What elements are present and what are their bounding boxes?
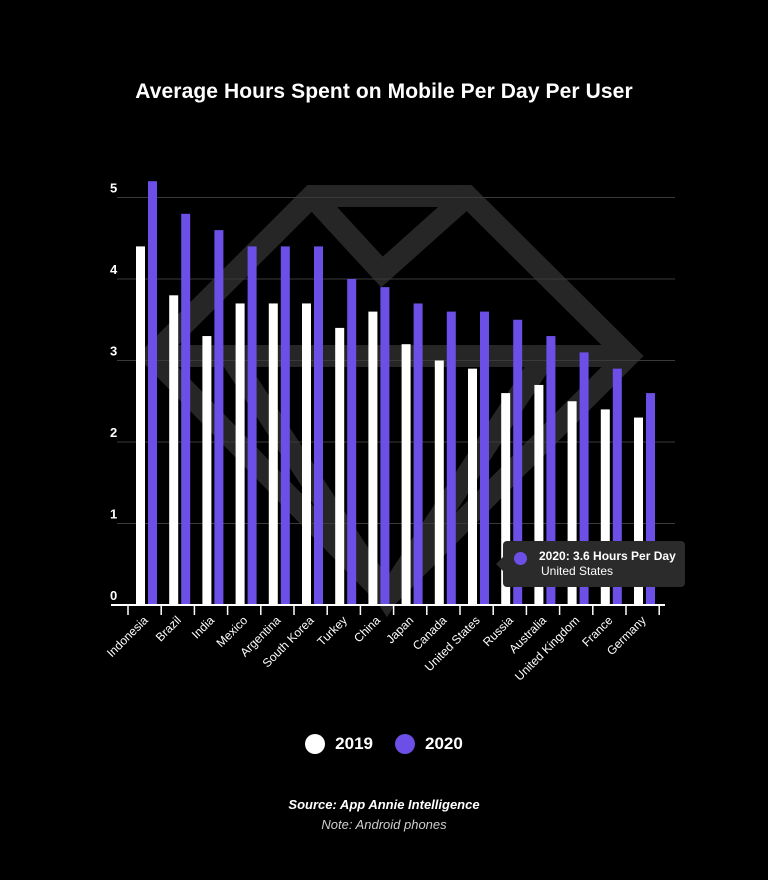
legend-item-2020[interactable]: 2020 bbox=[395, 734, 463, 754]
bar-2020-mexico[interactable] bbox=[247, 246, 257, 605]
legend-dot-2020 bbox=[395, 734, 415, 754]
y-tick-label-2: 2 bbox=[110, 425, 117, 440]
chart-title: Average Hours Spent on Mobile Per Day Pe… bbox=[135, 80, 633, 103]
bar-2020-united-states[interactable] bbox=[480, 311, 489, 605]
bar-2019-united-kingdom[interactable] bbox=[567, 401, 577, 605]
x-tick-label-china: China bbox=[351, 613, 383, 645]
legend-label-2020: 2020 bbox=[425, 734, 463, 753]
x-tick-label-brazil: Brazil bbox=[153, 613, 184, 644]
bar-2019-mexico[interactable] bbox=[235, 303, 245, 605]
bar-2019-argentina[interactable] bbox=[268, 303, 278, 605]
bar-2019-united-states[interactable] bbox=[468, 368, 477, 605]
tooltip-series-dot bbox=[514, 552, 527, 565]
bar-2020-turkey[interactable] bbox=[347, 279, 357, 605]
bar-2019-japan[interactable] bbox=[401, 344, 411, 605]
bar-2019-china[interactable] bbox=[368, 311, 378, 605]
bar-2020-australia[interactable] bbox=[546, 336, 556, 605]
bar-2020-france[interactable] bbox=[612, 368, 622, 605]
bar-2019-australia[interactable] bbox=[534, 384, 544, 605]
y-tick-label-0: 0 bbox=[110, 588, 117, 603]
bar-2020-indonesia[interactable] bbox=[148, 181, 157, 605]
tooltip-title: 2020: 3.6 Hours Per Day bbox=[539, 549, 676, 563]
legend: 2019 2020 bbox=[0, 734, 768, 754]
bar-2019-france[interactable] bbox=[600, 409, 610, 605]
bar-2020-brazil[interactable] bbox=[181, 213, 191, 606]
bar-2020-united-kingdom[interactable] bbox=[579, 352, 589, 605]
bar-2019-germany[interactable] bbox=[634, 417, 643, 605]
axes bbox=[111, 604, 665, 615]
bar-2019-turkey[interactable] bbox=[335, 327, 345, 605]
bar-2019-indonesia[interactable] bbox=[136, 246, 145, 605]
tooltip: 2020: 3.6 Hours Per Day United States bbox=[496, 541, 685, 587]
y-tick-label-5: 5 bbox=[110, 181, 117, 196]
bar-2020-russia[interactable] bbox=[513, 319, 523, 605]
bar-2019-brazil[interactable] bbox=[169, 295, 179, 605]
y-tick-label-4: 4 bbox=[110, 262, 118, 277]
x-tick-label-indonesia: Indonesia bbox=[104, 613, 151, 660]
tooltip-subtitle: United States bbox=[541, 564, 614, 578]
bar-2020-india[interactable] bbox=[214, 230, 224, 605]
bar-2020-argentina[interactable] bbox=[280, 246, 290, 605]
bar-2019-russia[interactable] bbox=[501, 393, 511, 605]
x-tick-label-turkey: Turkey bbox=[314, 613, 350, 649]
x-tick-label-india: India bbox=[189, 613, 218, 642]
bars bbox=[136, 181, 655, 606]
bar-2020-china[interactable] bbox=[380, 287, 390, 605]
source-text: Source: App Annie Intelligence bbox=[288, 797, 480, 812]
note-text: Note: Android phones bbox=[321, 817, 447, 832]
legend-item-2019[interactable]: 2019 bbox=[305, 734, 373, 754]
bar-2019-india[interactable] bbox=[202, 336, 212, 605]
bar-2020-germany[interactable] bbox=[646, 393, 655, 605]
bar-2020-south-korea[interactable] bbox=[314, 246, 323, 605]
bar-2019-south-korea[interactable] bbox=[302, 303, 311, 605]
y-tick-label-1: 1 bbox=[110, 507, 117, 522]
bar-2020-canada[interactable] bbox=[446, 311, 456, 605]
tooltip-arrow bbox=[496, 557, 503, 571]
bar-2020-japan[interactable] bbox=[413, 303, 423, 605]
bar-2019-canada[interactable] bbox=[434, 360, 444, 606]
legend-dot-2019 bbox=[305, 734, 326, 754]
legend-label-2019: 2019 bbox=[335, 734, 373, 753]
y-tick-label-3: 3 bbox=[110, 344, 117, 359]
